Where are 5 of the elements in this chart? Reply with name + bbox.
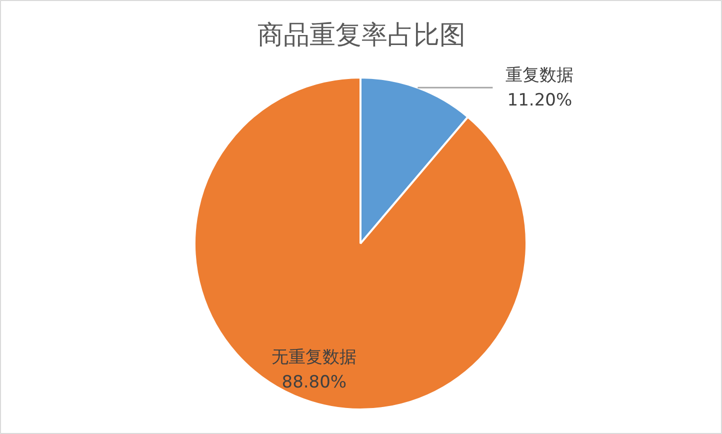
chart-title: 商品重复率占比图 (258, 20, 466, 50)
slice-label: 无重复数据 (272, 348, 357, 368)
data-label: 88.80% (282, 372, 347, 393)
slice-label: 重复数据 (506, 66, 574, 86)
data-label: 11.20% (507, 90, 572, 111)
